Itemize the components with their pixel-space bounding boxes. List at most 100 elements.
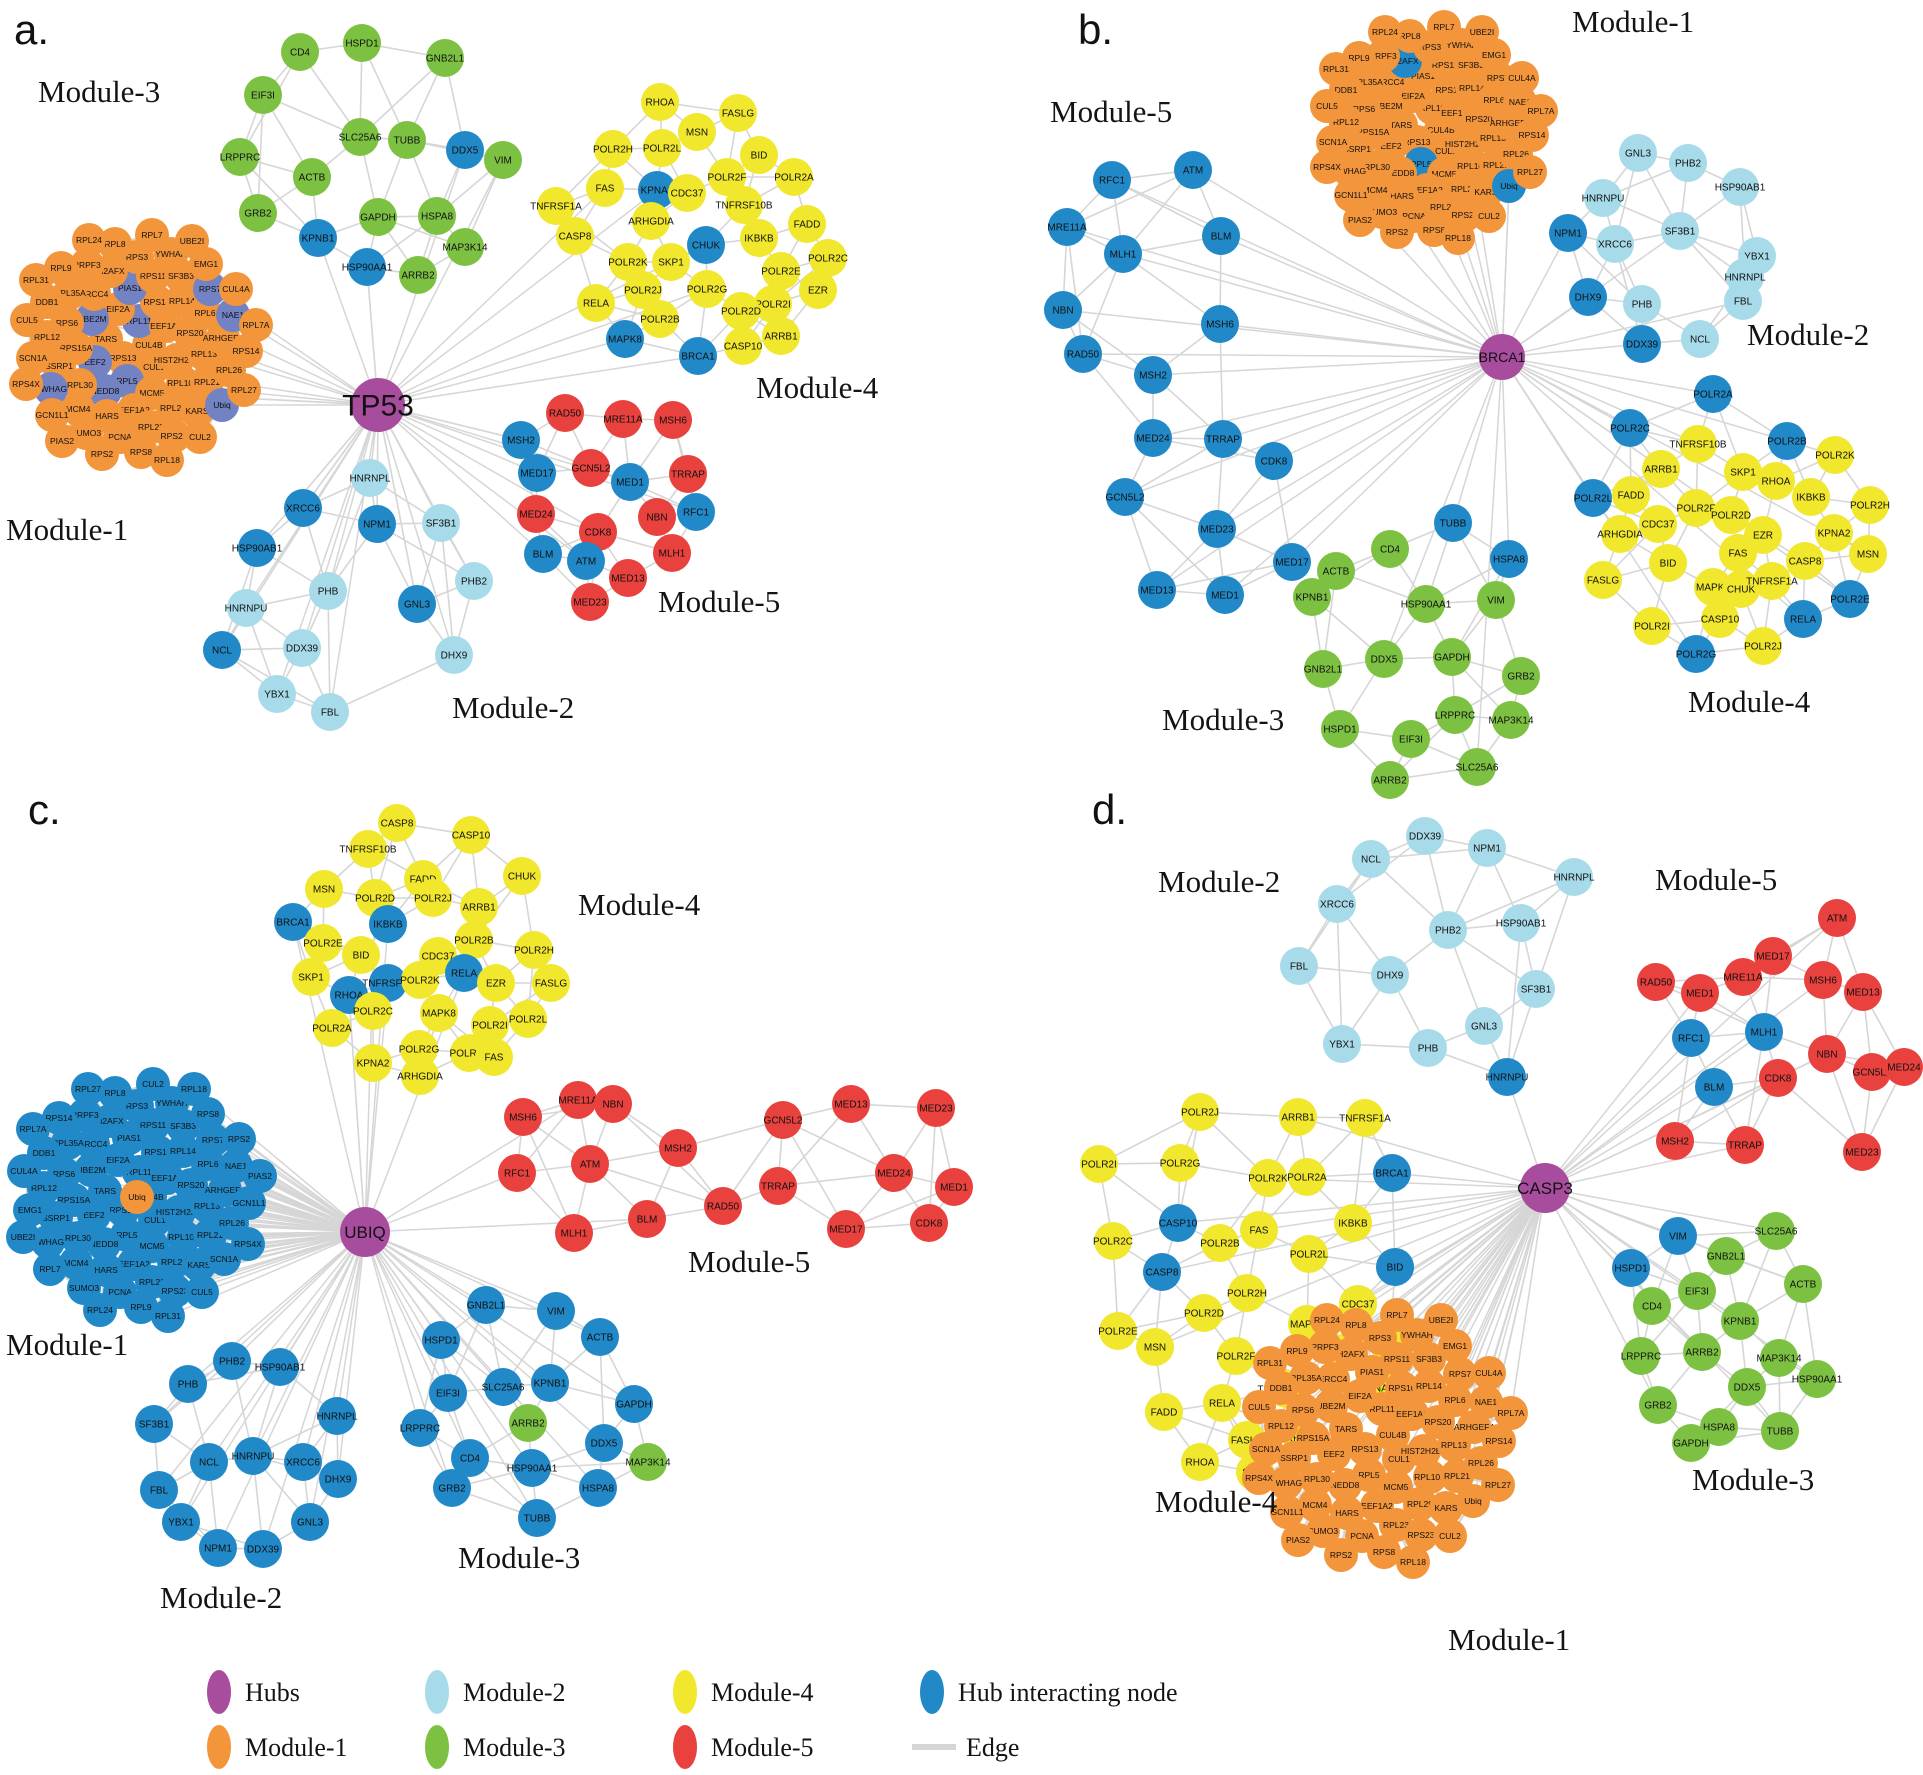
node-MSH6[interactable] [504,1098,542,1136]
node-ARRB1[interactable] [1642,450,1680,488]
node-RAD50[interactable] [546,394,584,432]
node-RPL7A[interactable] [239,308,273,342]
node-RPS4X[interactable] [9,367,43,401]
node-PHB[interactable] [309,572,347,610]
node-GRB2[interactable] [433,1469,471,1507]
node-RPL27[interactable] [1481,1468,1515,1502]
node-DDX5[interactable] [446,131,484,169]
node-HNRNPL[interactable] [351,459,389,497]
node-POLR2K[interactable] [1816,436,1854,474]
node-RPL24[interactable] [72,223,106,257]
node-RPL7[interactable] [1427,10,1461,44]
node-UBE2M[interactable] [75,302,109,336]
node-POLR2K[interactable] [609,243,647,281]
node-POLR2C[interactable] [1611,409,1649,447]
node-FADD[interactable] [1145,1393,1183,1431]
node-PHB[interactable] [169,1365,207,1403]
node-RPS23[interactable] [1404,1518,1438,1552]
node-RPS2[interactable] [222,1122,256,1156]
node-XRCC6[interactable] [284,1443,322,1481]
node-FBL[interactable] [311,693,349,731]
node-RAD50[interactable] [704,1187,742,1225]
node-RHOA[interactable] [641,83,679,121]
node-CD4[interactable] [1633,1287,1671,1325]
node-CUL2[interactable] [183,420,217,454]
node-RPL30[interactable] [61,1221,95,1255]
node-PHB[interactable] [1409,1029,1447,1067]
node-IKBKB[interactable] [1334,1204,1372,1242]
node-MAPK8[interactable] [420,994,458,1032]
node-GCN5L2[interactable] [764,1101,802,1139]
node-ATM[interactable] [567,542,605,580]
node-BRCA1[interactable] [274,903,312,941]
node-RPS7[interactable] [196,1123,230,1157]
node-POLR2G[interactable] [400,1030,438,1068]
node-POLR2L[interactable] [1290,1235,1328,1273]
node-EZR[interactable] [799,271,837,309]
node-MCM4[interactable] [1298,1488,1332,1522]
node-UBE2M[interactable] [74,1153,108,1187]
node-FADD[interactable] [1612,476,1650,514]
node-RFC1[interactable] [1093,161,1131,199]
node-RPL18[interactable] [1441,221,1475,255]
node-TNFRSF1A[interactable] [1346,1099,1384,1137]
node-RAD50[interactable] [1637,963,1675,1001]
node-POLR2H[interactable] [1851,486,1889,524]
node-BLM[interactable] [1202,217,1240,255]
node-Ubiq[interactable] [1456,1484,1490,1518]
node-LRPPRC[interactable] [1622,1337,1660,1375]
node-MED17[interactable] [1754,937,1792,975]
node-TNFRSF10B[interactable] [349,830,387,868]
node-RPL24[interactable] [83,1293,117,1327]
node-BID[interactable] [1649,544,1687,582]
node-FBL[interactable] [140,1471,178,1509]
node-FAS[interactable] [475,1038,513,1076]
node-POLR2H[interactable] [1228,1274,1266,1312]
node-BLM[interactable] [524,535,562,573]
node-POLR2D[interactable] [1712,496,1750,534]
node-RPS14[interactable] [229,334,263,368]
node-POLR2J[interactable] [624,271,662,309]
node-CUL5[interactable] [1310,89,1344,123]
node-RELA[interactable] [577,284,615,322]
node-ARRB2[interactable] [399,256,437,294]
node-CASP8[interactable] [378,804,416,842]
node-NCL[interactable] [203,631,241,669]
node-MSN[interactable] [1849,535,1887,573]
node-MED23[interactable] [1843,1133,1881,1171]
node-GRB2[interactable] [1502,657,1540,695]
node-MED1[interactable] [1681,974,1719,1012]
node-MSN[interactable] [305,870,343,908]
node-BLM[interactable] [1695,1068,1733,1106]
node-GNB2L1[interactable] [1707,1237,1745,1275]
node-RHOA[interactable] [1757,462,1795,500]
node-RPL9[interactable] [1280,1334,1314,1368]
node-HSPD1[interactable] [1612,1249,1650,1287]
node-CUL4A[interactable] [219,272,253,306]
node-POLR2E[interactable] [304,924,342,962]
node-GRB2[interactable] [239,194,277,232]
node-MED24[interactable] [1134,419,1172,457]
node-HNRNPU[interactable] [227,589,265,627]
node-XRCC6[interactable] [1596,225,1634,263]
node-RPS4X[interactable] [231,1227,265,1261]
node-POLR2F[interactable] [708,158,746,196]
node-EIF3I[interactable] [1678,1272,1716,1310]
node-ARRB1[interactable] [1279,1098,1317,1136]
node-MED1[interactable] [935,1168,973,1206]
node-MED1[interactable] [1206,576,1244,614]
node-MAP3K14[interactable] [1760,1339,1798,1377]
node-RPL7A[interactable] [1494,1396,1528,1430]
node-ACTB[interactable] [581,1318,619,1356]
node-GAPDH[interactable] [615,1385,653,1423]
node-MSH2[interactable] [1134,356,1172,394]
node-HSPA8[interactable] [1490,540,1528,578]
node-RPL30[interactable] [1300,1462,1334,1496]
node-GNB2L1[interactable] [1304,650,1342,688]
node-RPS7[interactable] [193,272,227,306]
node-DDX39[interactable] [283,629,321,667]
node-RPL31[interactable] [1319,52,1353,86]
node-SKP1[interactable] [652,243,690,281]
node-RPS16[interactable] [1385,1371,1419,1405]
node-MED17[interactable] [518,454,556,492]
